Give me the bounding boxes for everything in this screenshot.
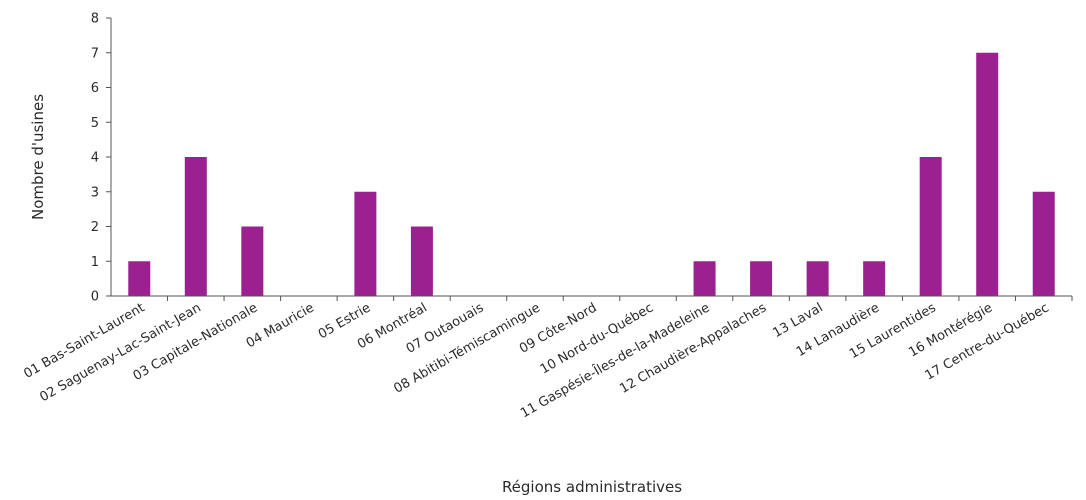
y-tick-label: 5: [91, 116, 99, 131]
bar: [410, 226, 433, 296]
bar: [184, 157, 207, 296]
y-tick-label: 4: [91, 151, 99, 166]
bar: [919, 157, 942, 296]
y-tick-label: 3: [91, 185, 99, 200]
y-tick-label: 7: [91, 46, 99, 61]
bar: [354, 191, 377, 296]
bar: [128, 261, 151, 296]
bars: [128, 52, 1055, 296]
y-axis-ticks: 0 1 2 3 4 5 6 7 8: [91, 12, 111, 305]
y-tick-label: 2: [91, 220, 99, 235]
bar: [806, 261, 829, 296]
bar: [976, 52, 999, 296]
y-tick-label: 1: [91, 255, 99, 270]
y-tick-label: 8: [91, 12, 99, 27]
y-axis-title: Nombre d'usines: [29, 94, 47, 220]
bar: [863, 261, 886, 296]
x-axis-title: Régions administratives: [502, 478, 682, 496]
bar: [750, 261, 773, 296]
y-tick-label: 6: [91, 81, 99, 96]
bar: [1032, 191, 1055, 296]
x-axis-ticks: [167, 296, 1073, 301]
bar: [241, 226, 264, 296]
y-tick-label: 0: [91, 290, 99, 305]
bar: [693, 261, 716, 296]
